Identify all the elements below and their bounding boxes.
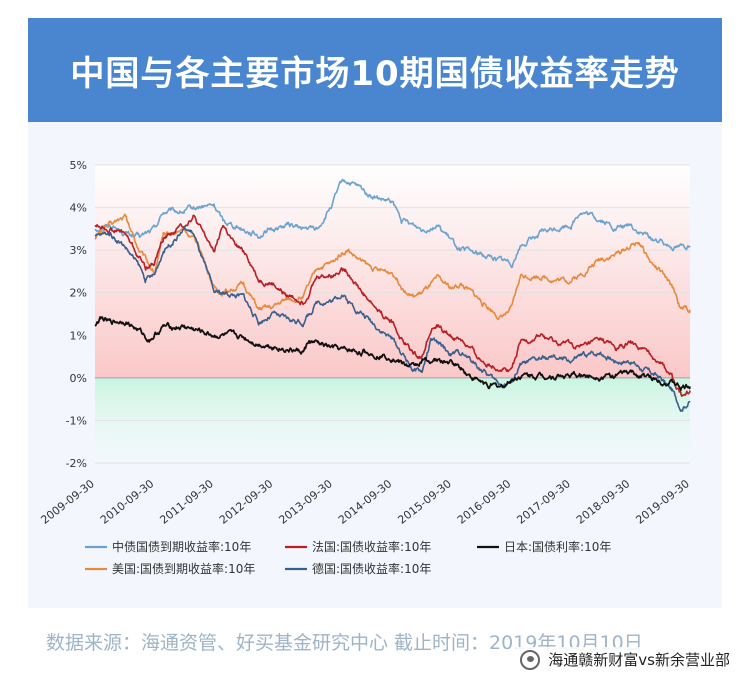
watermark-text: 海通赣新财富vs新余营业部 — [548, 651, 730, 669]
y-tick-label: 3% — [70, 244, 87, 257]
x-tick-label: 2009-09-30 — [38, 477, 96, 527]
legend-label: 日本:国债利率:10年 — [504, 539, 611, 554]
page-title: 中国与各主要市场10期国债收益率走势 — [70, 53, 680, 94]
x-tick-label: 2019-09-30 — [633, 477, 691, 527]
series-line — [94, 316, 691, 392]
y-tick-label: 1% — [70, 329, 87, 342]
series-line — [94, 214, 691, 397]
series-line — [94, 178, 691, 269]
x-tick-label: 2017-09-30 — [514, 477, 572, 527]
series-lines — [94, 178, 691, 412]
x-tick-label: 2018-09-30 — [574, 477, 632, 527]
y-tick-label: 0% — [70, 372, 87, 385]
x-tick-label: 2016-09-30 — [455, 477, 513, 527]
legend-label: 德国:国债收益率:10年 — [312, 561, 431, 576]
positive-zone — [95, 165, 690, 378]
legend-label: 中债国债到期收益率:10年 — [112, 539, 251, 554]
data-source-note: 数据来源：海通资管、好买基金研究中心 截止时间：2019年10月10日 — [46, 632, 643, 654]
y-tick-label: 5% — [70, 159, 87, 172]
legend-label: 美国:国债到期收益率:10年 — [112, 561, 255, 576]
watermark: 海通赣新财富vs新余营业部 — [516, 647, 734, 672]
x-tick-label: 2010-09-30 — [98, 477, 156, 527]
x-tick-label: 2014-09-30 — [336, 477, 394, 527]
y-tick-label: -2% — [66, 457, 87, 470]
y-tick-label: 4% — [70, 202, 87, 215]
series-line — [94, 213, 691, 321]
x-tick-label: 2015-09-30 — [395, 477, 453, 527]
x-tick-label: 2011-09-30 — [157, 477, 215, 527]
y-tick-label: -1% — [66, 414, 87, 427]
x-axis: 2009-09-30 2010-09-30 2011-09-30 2012-09-30… — [38, 477, 691, 527]
y-tick-label: 2% — [70, 287, 87, 300]
x-tick-label: 2012-09-30 — [217, 477, 275, 527]
background-bands — [95, 165, 690, 463]
wechat-icon — [520, 649, 541, 670]
legend-label: 法国:国债收益率:10年 — [312, 539, 431, 554]
title-banner: 中国与各主要市场10期国债收益率走势 — [28, 18, 722, 122]
x-tick-label: 2013-09-30 — [276, 477, 334, 527]
series-line — [94, 225, 691, 412]
y-axis: 5% 4% 3% 2% 1% 0% -1% -2% — [66, 159, 87, 470]
legend: 中债国债到期收益率:10年 法国:国债收益率:10年 日本:国债利率:10年美国:国… — [85, 539, 611, 576]
